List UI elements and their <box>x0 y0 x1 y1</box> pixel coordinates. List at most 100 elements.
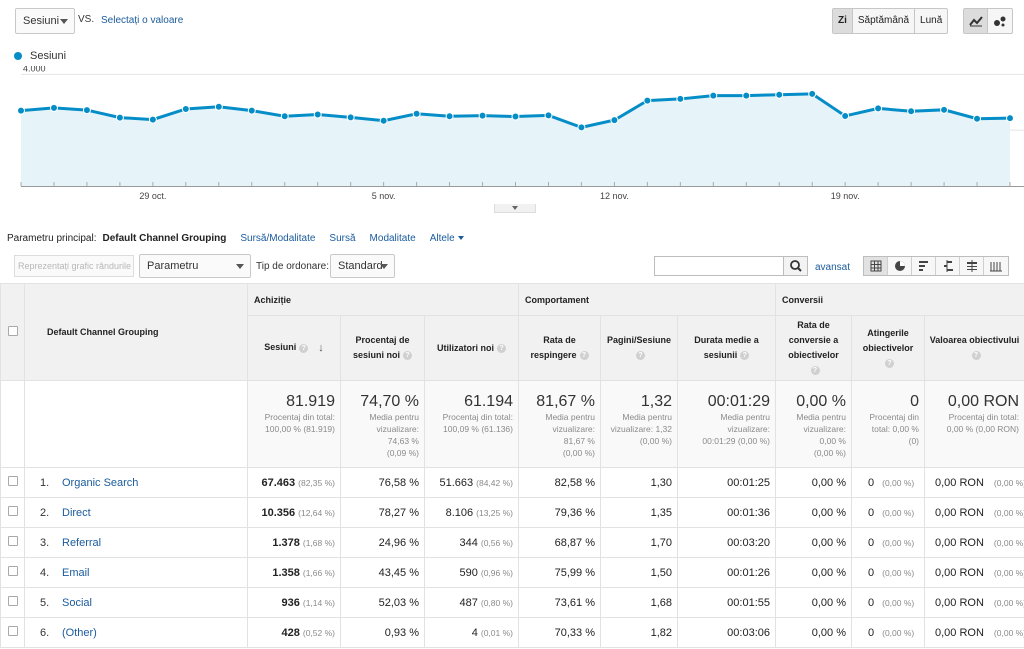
totals-empty-cell <box>24 380 248 468</box>
column-header-goal-completions[interactable]: Atingerile obiectivelor? <box>851 315 925 381</box>
new-users-percent: (0,80 %) <box>480 597 513 608</box>
row-dimension-cell: 3. Referral <box>24 527 248 558</box>
help-icon[interactable]: ? <box>403 351 412 361</box>
chevron-down-icon <box>60 19 68 24</box>
help-icon[interactable]: ? <box>971 351 981 361</box>
search-button[interactable] <box>783 257 807 275</box>
help-icon[interactable]: ? <box>885 358 894 368</box>
dimension-medium[interactable]: Modalitate <box>369 233 416 244</box>
row-checkbox[interactable] <box>7 536 18 546</box>
help-icon[interactable]: ? <box>579 351 589 361</box>
new-users-value: 51.663 <box>439 476 474 489</box>
dimension-source[interactable]: Sursă <box>329 233 356 244</box>
chart-legend: Sesiuni <box>14 50 66 62</box>
help-icon[interactable]: ? <box>299 343 309 353</box>
metric-select[interactable]: Sesiuni <box>15 8 75 34</box>
bounce-rate-cell: 70,33 % <box>518 617 601 648</box>
motion-chart-button[interactable] <box>988 9 1012 33</box>
avg-duration-cell: 00:01:25 <box>677 467 776 498</box>
goal-value-percent: (0,00 %) <box>993 627 1024 638</box>
row-checkbox[interactable] <box>7 596 18 606</box>
bubble-chart-icon <box>994 16 1006 27</box>
sort-type-select[interactable]: Standard <box>330 254 395 278</box>
help-icon[interactable]: ? <box>810 366 820 376</box>
view-percentage-button[interactable] <box>888 257 912 275</box>
help-icon[interactable]: ? <box>740 351 750 361</box>
view-data-button[interactable] <box>864 257 888 275</box>
row-dimension-cell: 1. Organic Search <box>24 467 248 498</box>
period-day-button[interactable]: Zi <box>833 9 853 33</box>
grid-icon <box>870 260 881 272</box>
row-checkbox-cell <box>0 467 25 498</box>
channel-link[interactable]: Direct <box>62 506 91 519</box>
column-header-bounce-rate[interactable]: Rata de respingere? <box>518 315 601 381</box>
view-term-cloud-button[interactable] <box>960 257 984 275</box>
total-subtext: Procentaj din <box>869 412 919 422</box>
column-header-sessions[interactable]: Sesiuni? ↓ <box>247 315 341 381</box>
channel-link[interactable]: Organic Search <box>62 476 139 489</box>
column-header-pages-per-session[interactable]: Pagini/Sesiune? <box>600 315 678 381</box>
sessions-percent: (82,35 %) <box>298 477 335 488</box>
row-dimension-cell: 4. Email <box>24 557 248 588</box>
sessions-percent: (1,68 %) <box>302 537 335 548</box>
period-toggle: Zi Săptămână Lună <box>832 8 949 34</box>
help-icon[interactable]: ? <box>636 351 645 361</box>
pages-per-session-cell: 1,30 <box>600 467 678 498</box>
channel-link[interactable]: Email <box>62 566 90 579</box>
row-checkbox[interactable] <box>7 506 18 516</box>
row-checkbox[interactable] <box>7 566 18 576</box>
pages-per-session-cell: 1,50 <box>600 557 678 588</box>
new-users-cell: 51.663 (84,42 %) <box>424 467 519 498</box>
data-table: Default Channel Grouping Achiziție Compo… <box>0 283 1024 648</box>
dimension-more[interactable]: Altele <box>430 233 464 244</box>
channel-link[interactable]: Social <box>62 596 92 609</box>
channel-link[interactable]: Referral <box>62 536 102 549</box>
total-subtext: Media pentru <box>796 412 846 422</box>
dimension-source-medium[interactable]: Sursă/Modalitate <box>240 233 316 244</box>
line-chart-button[interactable] <box>964 9 988 33</box>
period-week-button[interactable]: Săptămână <box>853 9 916 33</box>
row-index: 5. <box>40 596 50 609</box>
total-value: 0,00 RON <box>947 393 1020 410</box>
column-header-avg-duration[interactable]: Durata medie a sesiunii? <box>677 315 776 381</box>
row-checkbox[interactable] <box>7 626 18 636</box>
column-header-new-sessions-pct[interactable]: Procentaj de sesiuni noi? <box>340 315 425 381</box>
chart-collapse-handle[interactable] <box>494 204 536 213</box>
data-point <box>280 112 289 121</box>
dimension-column-header[interactable]: Default Channel Grouping <box>24 283 248 381</box>
new-users-cell: 487 (0,80 %) <box>424 587 519 618</box>
data-point <box>874 104 883 113</box>
select-all-checkbox[interactable] <box>7 326 18 336</box>
row-checkbox[interactable] <box>7 476 18 486</box>
new-users-cell: 344 (0,56 %) <box>424 527 519 558</box>
column-header-goal-value[interactable]: Valoarea obiectivului? <box>923 315 1024 381</box>
view-performance-button[interactable] <box>912 257 936 275</box>
column-header-goal-conversion-rate[interactable]: Rata de conversie a obiectivelor? <box>775 315 852 381</box>
channel-link[interactable]: (Other) <box>62 626 97 639</box>
bounce-rate-cell: 73,61 % <box>518 587 601 618</box>
goal-completions-cell: 0 (0,00 %) <box>851 587 925 618</box>
group-header-acquisition: Achiziție <box>247 283 519 316</box>
view-pivot-button[interactable] <box>984 257 1008 275</box>
plot-rows-button[interactable]: Reprezentați grafic rândurile <box>14 255 134 277</box>
secondary-dimension-select[interactable]: Parametru secundar <box>139 254 251 294</box>
period-month-button[interactable]: Lună <box>920 15 943 26</box>
select-all-cell <box>0 283 25 381</box>
help-icon[interactable]: ? <box>497 343 506 353</box>
goal-completions-percent: (0,00 %) <box>882 597 915 608</box>
sessions-value: 10.356 <box>261 506 296 519</box>
advanced-filter-link[interactable]: avansat <box>815 262 851 273</box>
new-users-percent: (0,96 %) <box>480 567 513 578</box>
totals-cell: 74,70 % Media pentru vizualizare: 74,63 % (0… <box>340 380 425 468</box>
table-search-input[interactable] <box>655 257 783 275</box>
sessions-percent: (1,66 %) <box>302 567 335 578</box>
table-row: 3. Referral 1.378 (1,68 %) 24,96 % 344 (0,56 %… <box>0 527 1024 558</box>
totals-cell: 1,32 Media pentru vizualizare: 1,32 (0,00 %… <box>600 380 678 468</box>
metric-select-value: Sesiuni <box>23 15 60 27</box>
goal-completions-value: 0 <box>868 476 875 489</box>
view-comparison-button[interactable] <box>936 257 960 275</box>
sessions-value: 428 <box>281 626 300 639</box>
column-header-new-users[interactable]: Utilizatori noi? <box>424 315 519 381</box>
compare-metric-link[interactable]: Selectați o valoare <box>101 15 184 26</box>
